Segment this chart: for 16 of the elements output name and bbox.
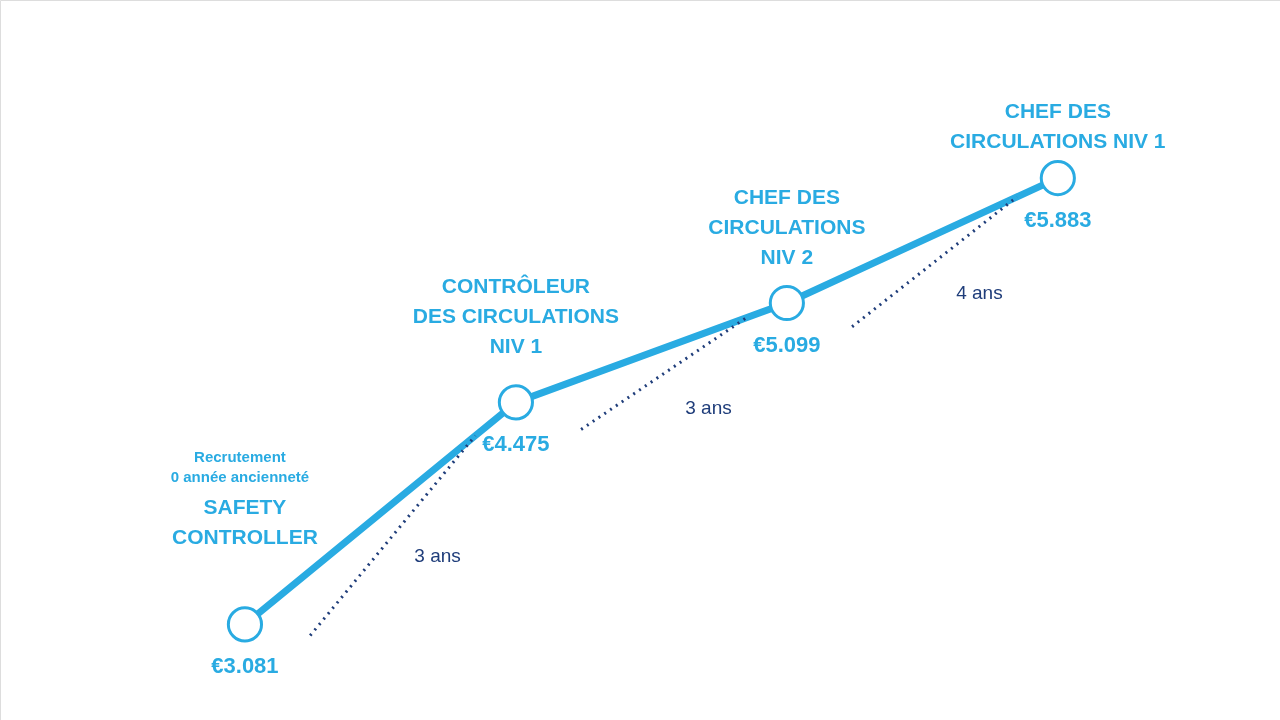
annotation: 3 ans xyxy=(685,396,732,418)
point xyxy=(226,606,264,643)
point xyxy=(1039,160,1076,197)
x-tick-label: CHEF DES CIRCULATIONS NIV 1 xyxy=(950,99,1166,153)
x-tick-label: SAFETY CONTROLLER xyxy=(172,495,318,549)
annotation: 3 ans xyxy=(414,545,461,567)
x-tick-label: CONTRÔLEUR DES CIRCULATIONS NIV 1 xyxy=(412,274,619,358)
point xyxy=(497,384,534,421)
data-label: €3.081 xyxy=(211,653,279,679)
data-label: €5.883 xyxy=(1024,207,1092,233)
annotation: Recrutement 0 année ancienneté xyxy=(170,448,310,486)
data-label: €4.475 xyxy=(482,431,550,457)
data-label: €5.099 xyxy=(753,331,821,357)
annotation: 4 ans xyxy=(956,282,1003,304)
point xyxy=(768,284,805,322)
x-tick-label: CHEF DES CIRCULATIONS NIV 2 xyxy=(708,184,866,268)
